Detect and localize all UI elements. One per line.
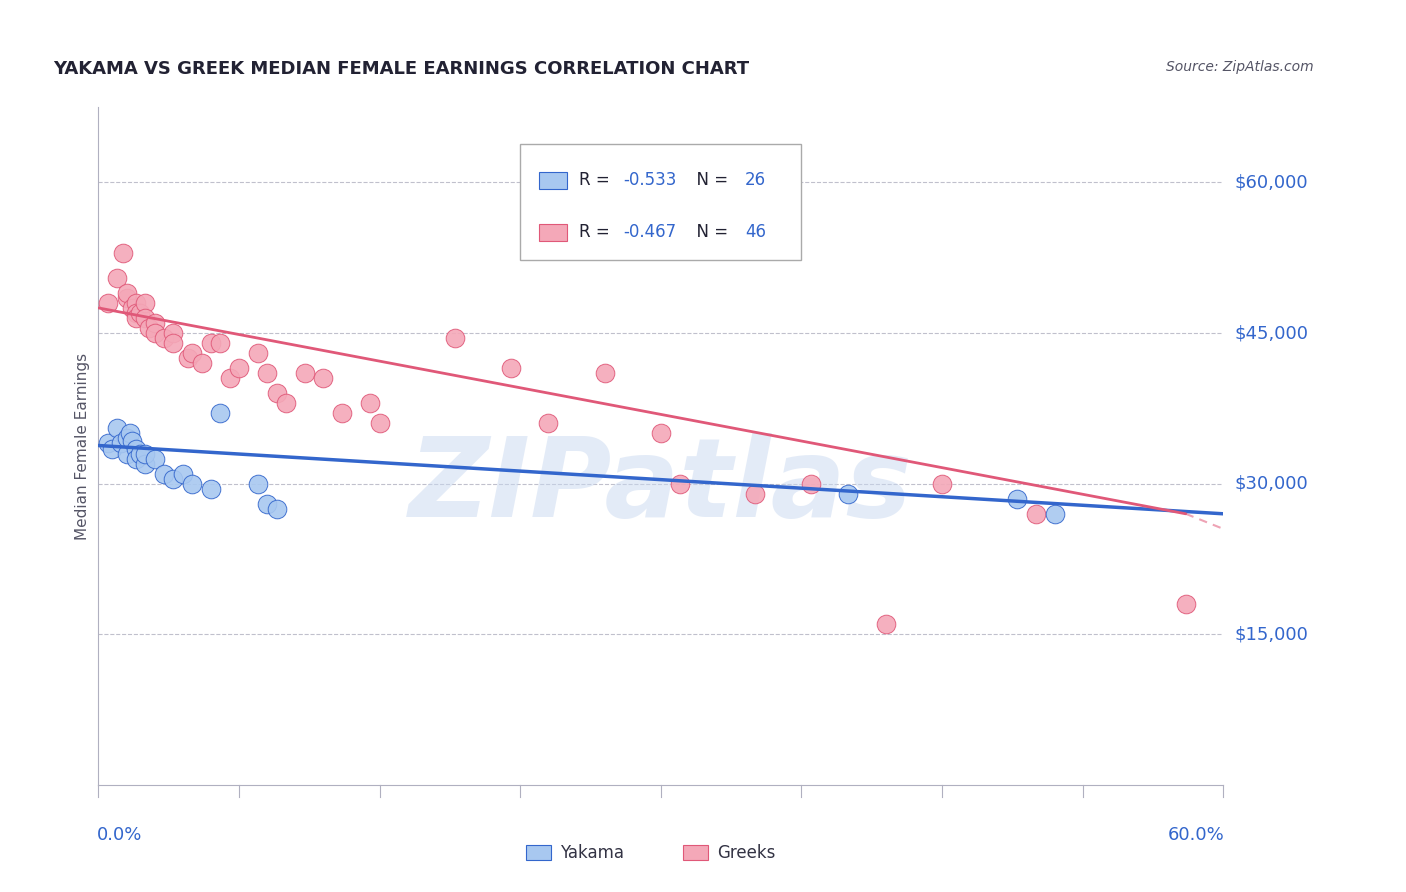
Point <box>121 301 143 315</box>
Point <box>128 446 150 460</box>
Point <box>121 434 143 449</box>
Text: $60,000: $60,000 <box>1234 173 1308 192</box>
Point <box>125 296 148 310</box>
Point <box>143 326 166 340</box>
Point <box>97 296 120 310</box>
Text: $30,000: $30,000 <box>1234 475 1308 492</box>
Point <box>256 366 278 380</box>
Point <box>593 366 616 380</box>
Y-axis label: Median Female Earnings: Median Female Earnings <box>75 352 90 540</box>
Point <box>200 482 222 496</box>
Text: 0.0%: 0.0% <box>97 826 142 844</box>
Point <box>274 396 297 410</box>
Point <box>209 336 232 351</box>
Text: 26: 26 <box>745 171 766 189</box>
Point <box>115 291 138 305</box>
Point <box>134 457 156 471</box>
Point <box>97 436 120 450</box>
Point <box>800 476 823 491</box>
Point <box>537 417 560 431</box>
Text: YAKAMA VS GREEK MEDIAN FEMALE EARNINGS CORRELATION CHART: YAKAMA VS GREEK MEDIAN FEMALE EARNINGS C… <box>53 60 749 78</box>
Point <box>115 446 138 460</box>
Point <box>105 421 128 435</box>
Point <box>1025 507 1047 521</box>
Point <box>134 446 156 460</box>
Text: -0.467: -0.467 <box>624 223 676 242</box>
Point <box>294 366 316 380</box>
FancyBboxPatch shape <box>540 172 568 189</box>
Point <box>744 486 766 500</box>
Point <box>668 476 690 491</box>
Text: R =: R = <box>579 223 614 242</box>
Point <box>125 442 148 456</box>
Point <box>125 310 148 325</box>
Point <box>368 417 391 431</box>
Text: N =: N = <box>686 223 733 242</box>
Point <box>110 436 132 450</box>
Point <box>190 356 212 370</box>
FancyBboxPatch shape <box>526 846 551 860</box>
Point <box>246 346 269 360</box>
Text: N =: N = <box>686 171 733 189</box>
Point <box>837 486 859 500</box>
Point <box>256 497 278 511</box>
Point <box>153 467 176 481</box>
FancyBboxPatch shape <box>540 224 568 241</box>
Point <box>312 371 335 385</box>
Point <box>143 316 166 330</box>
Point <box>1043 507 1066 521</box>
Point <box>162 472 184 486</box>
Point <box>100 442 122 456</box>
Point <box>125 306 148 320</box>
Point <box>115 432 138 446</box>
Point <box>443 331 465 345</box>
Point <box>228 361 250 376</box>
Point <box>138 321 160 335</box>
Text: 46: 46 <box>745 223 766 242</box>
Point <box>177 351 200 365</box>
Text: R =: R = <box>579 171 614 189</box>
Point <box>105 270 128 285</box>
Point <box>359 396 381 410</box>
Point <box>266 386 288 401</box>
Text: -0.533: -0.533 <box>624 171 678 189</box>
Point <box>1174 597 1197 611</box>
Point <box>181 476 204 491</box>
Point <box>153 331 176 345</box>
Text: ZIPatlas: ZIPatlas <box>409 434 912 541</box>
Point <box>120 426 142 441</box>
Text: Greeks: Greeks <box>717 844 776 862</box>
Point <box>125 451 148 466</box>
Text: 60.0%: 60.0% <box>1167 826 1225 844</box>
Point <box>172 467 194 481</box>
Point <box>218 371 240 385</box>
Point <box>134 310 156 325</box>
Text: $45,000: $45,000 <box>1234 324 1309 342</box>
Point <box>875 617 897 632</box>
Point <box>162 336 184 351</box>
Point <box>246 476 269 491</box>
Point <box>650 426 672 441</box>
Point <box>209 406 232 420</box>
Point <box>931 476 953 491</box>
Point <box>1005 491 1028 506</box>
Point <box>143 451 166 466</box>
Point <box>128 306 150 320</box>
Point <box>134 296 156 310</box>
Point <box>200 336 222 351</box>
Text: Yakama: Yakama <box>560 844 624 862</box>
Point <box>162 326 184 340</box>
FancyBboxPatch shape <box>683 846 709 860</box>
Text: Source: ZipAtlas.com: Source: ZipAtlas.com <box>1166 60 1313 73</box>
FancyBboxPatch shape <box>520 145 801 260</box>
Text: $15,000: $15,000 <box>1234 625 1308 643</box>
Point <box>266 501 288 516</box>
Point <box>330 406 353 420</box>
Point <box>181 346 204 360</box>
Point <box>499 361 522 376</box>
Point <box>111 245 134 260</box>
Point <box>115 285 138 300</box>
